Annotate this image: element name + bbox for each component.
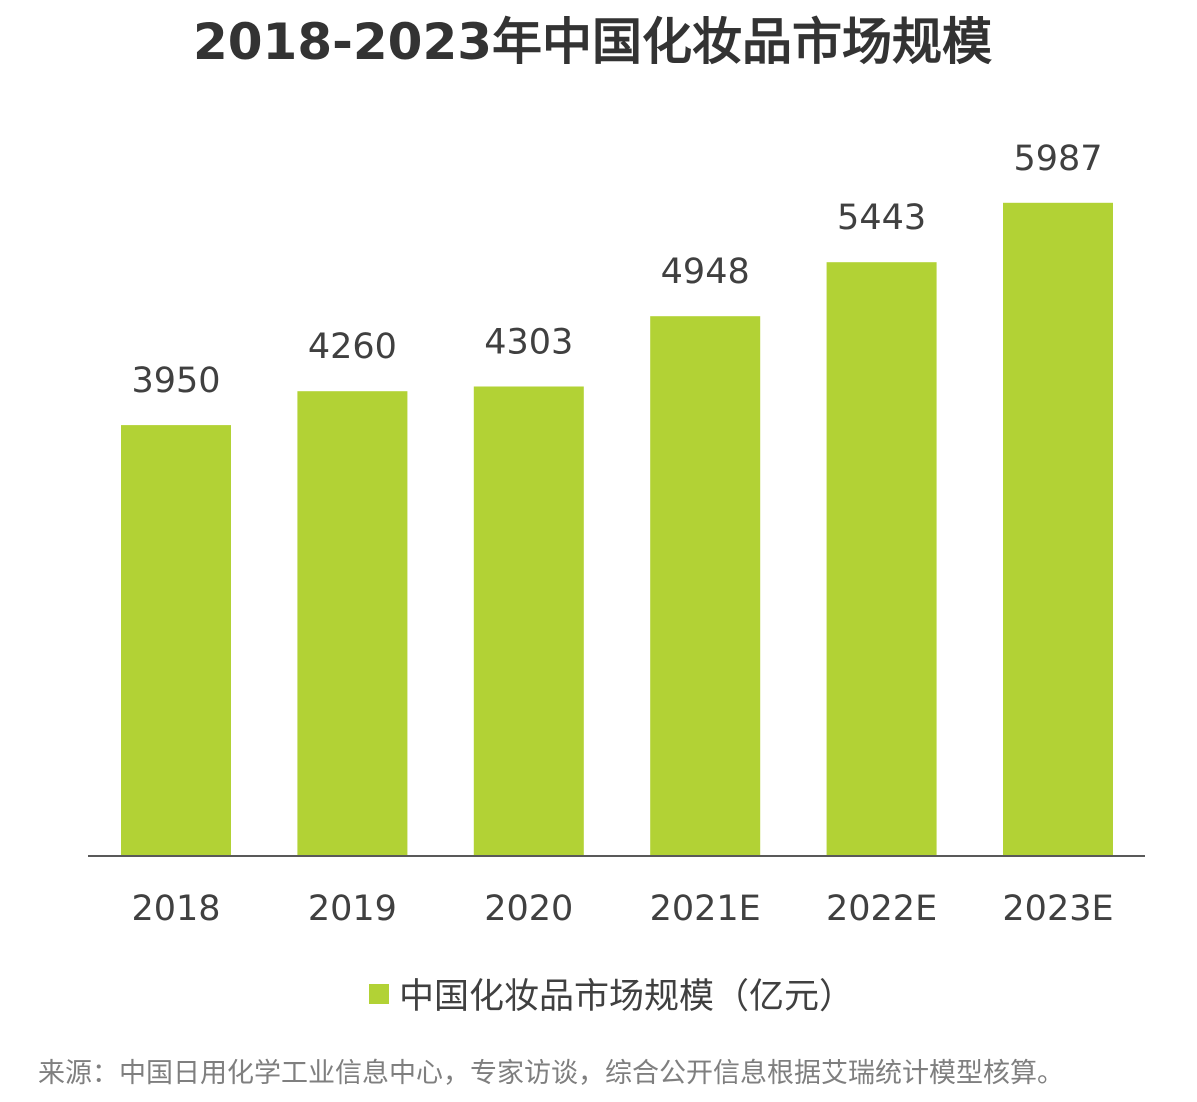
legend-swatch: [368, 984, 389, 1004]
bar-2019: [297, 391, 408, 856]
data-label-2021e: 4948: [661, 252, 750, 292]
bar-2020: [473, 386, 584, 856]
data-label-2022e: 5443: [837, 198, 926, 238]
x-tick-label-2020: 2020: [484, 889, 573, 929]
x-tick-label-2021e: 2021E: [650, 889, 761, 929]
x-tick-label-2023e: 2023E: [1002, 889, 1113, 929]
x-tick-label-2019: 2019: [308, 889, 397, 929]
x-tick-labels-layer: 2018 2019 2020 2021E 2022E 2023E: [131, 889, 1113, 929]
bar-2018: [121, 425, 231, 856]
x-tick-label-2018: 2018: [131, 889, 220, 929]
chart-title: 2018-2023年中国化妆品市场规模: [192, 13, 993, 71]
legend-label: 中国化妆品市场规模（亿元）: [398, 977, 854, 1017]
source-note: 来源：中国日用化学工业信息中心，专家访谈，综合公开信息根据艾瑞统计模型核算。: [38, 1058, 1064, 1089]
bar-2022e: [826, 262, 937, 856]
value-labels-layer: 3950 4260 4303 4948 5443 5987: [131, 139, 1102, 401]
bars-layer: [121, 202, 1113, 857]
data-label-2023e: 5987: [1013, 139, 1102, 179]
bar-2021e: [650, 316, 761, 856]
bar-2023e: [1003, 202, 1113, 857]
legend: 中国化妆品市场规模（亿元）: [0, 968, 1197, 1019]
x-tick-label-2022e: 2022E: [826, 889, 937, 929]
data-label-2018: 3950: [131, 361, 220, 401]
data-label-2019: 4260: [308, 327, 397, 367]
data-label-2020: 4303: [484, 323, 573, 363]
